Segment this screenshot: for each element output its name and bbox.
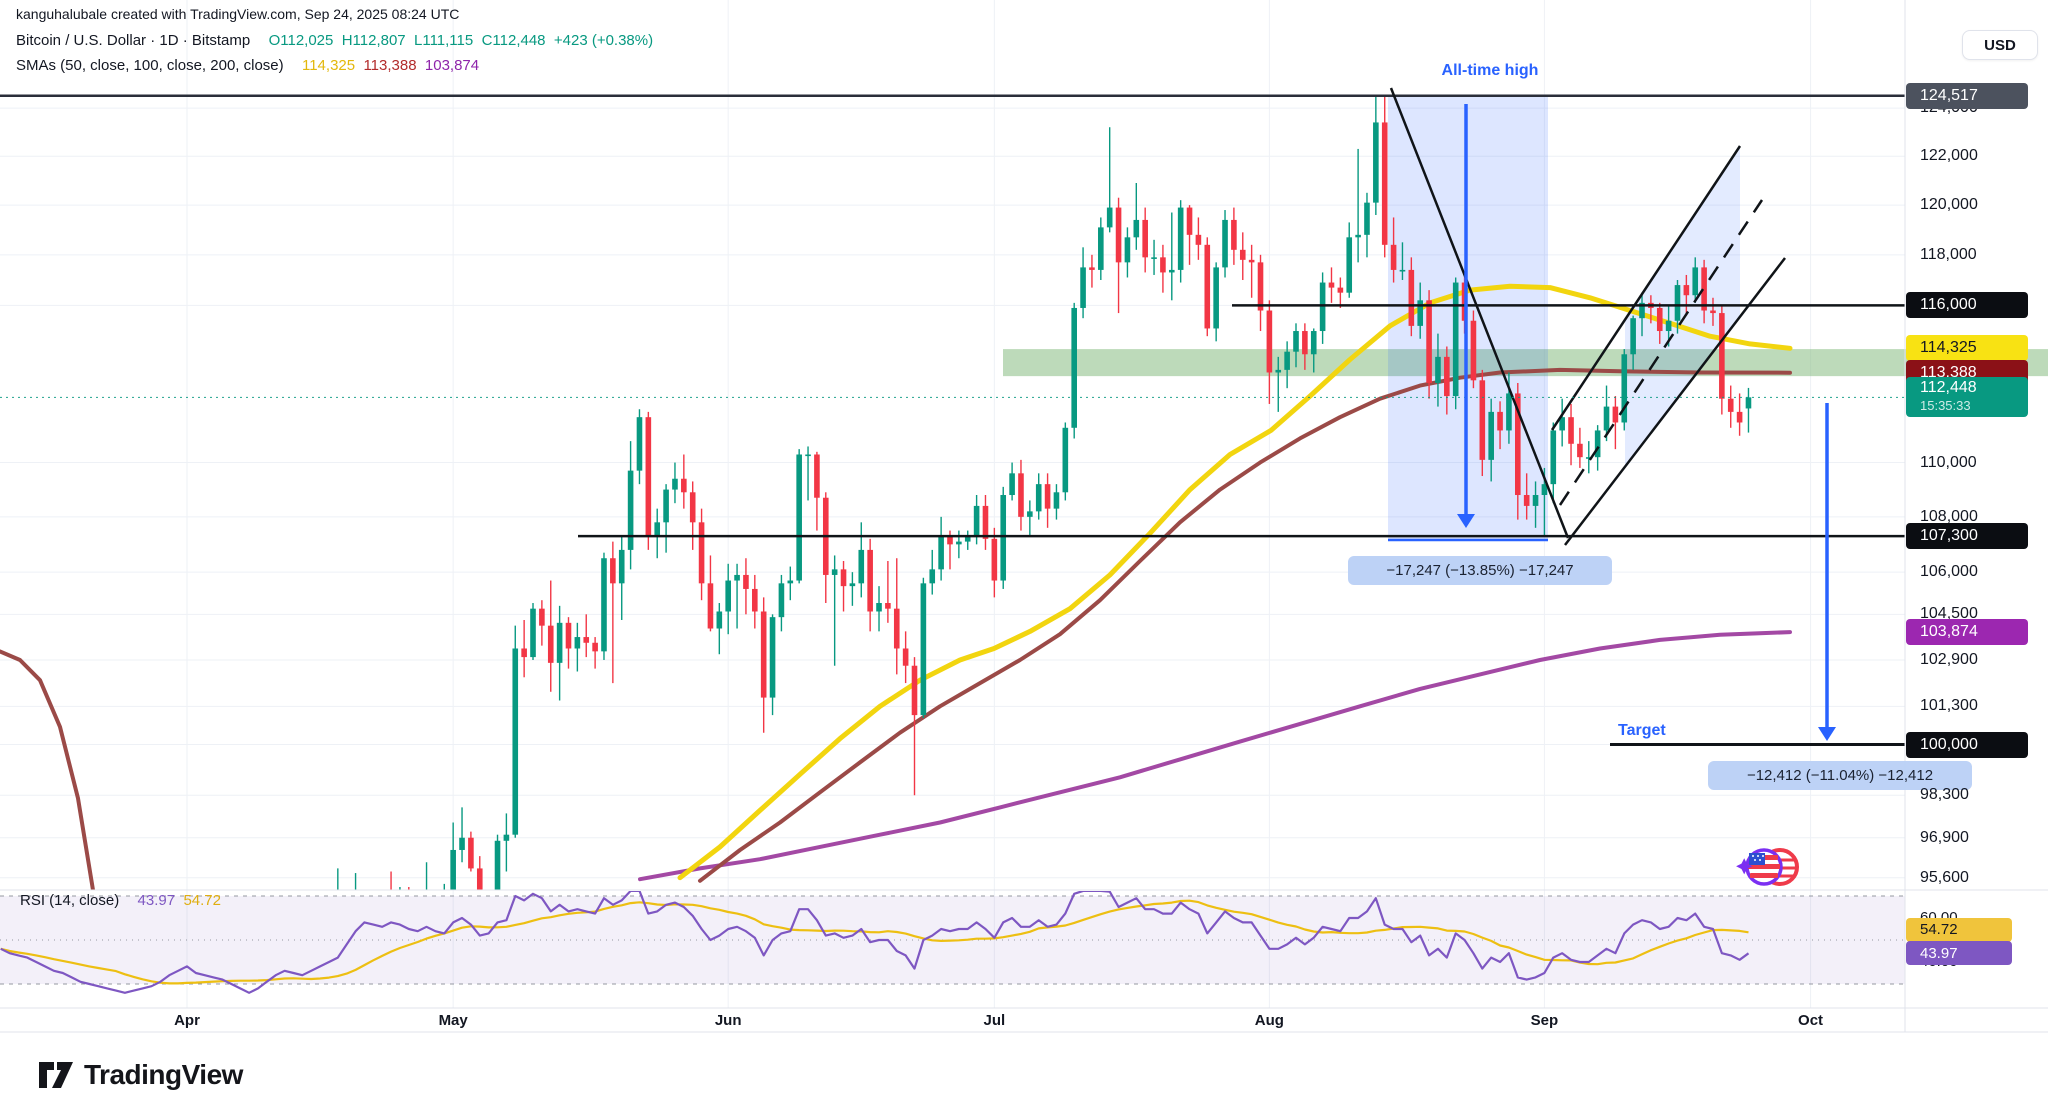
sma-legend[interactable]: SMAs (50, close, 100, close, 200, close)…: [16, 57, 479, 74]
all-time-high-label[interactable]: All-time high: [1441, 62, 1539, 79]
usa-flag-sticker-icon[interactable]: [1736, 842, 1800, 894]
currency-toggle-button[interactable]: USD: [1962, 30, 2038, 60]
time-axis-month-aug[interactable]: Aug: [1254, 1012, 1284, 1029]
price-axis-tick: 122,000: [1920, 147, 1978, 165]
sma200-value: 103,874: [424, 57, 480, 74]
price-badge-112448: 112,448 15:35:33: [1906, 377, 2028, 418]
price-axis-tick: 101,300: [1920, 697, 1978, 715]
time-axis-month-oct[interactable]: Oct: [1798, 1012, 1824, 1029]
badge-value: 116,000: [1920, 296, 1977, 314]
attribution-text: kanguhalubale created with TradingView.c…: [16, 6, 460, 22]
price-axis-tick: 106,000: [1920, 563, 1978, 581]
time-axis-month-apr[interactable]: Apr: [174, 1012, 200, 1029]
badge-value: 113,388: [1920, 363, 1977, 381]
symbol-legend[interactable]: Bitcoin / U.S. Dollar · 1D · Bitstamp O1…: [16, 32, 653, 49]
price-badge-107300: 107,300: [1906, 523, 2028, 550]
target-measure-label[interactable]: −12,412 (−11.04%) −12,412: [1708, 761, 1972, 790]
price-axis-tick: 96,900: [1920, 828, 1969, 846]
tradingview-logo-text: TradingView: [84, 1059, 243, 1090]
price-badge-124517: 124,517: [1906, 82, 2028, 109]
badge-value: 100,000: [1920, 735, 1978, 753]
symbol-title[interactable]: Bitcoin / U.S. Dollar · 1D · Bitstamp: [16, 32, 251, 49]
price-badge-116000: 116,000: [1906, 292, 2028, 319]
time-axis-month-may[interactable]: May: [438, 1012, 468, 1029]
sma100-value: 113,388: [363, 57, 417, 74]
price-axis-tick: 98,300: [1920, 786, 1969, 804]
badge-value: 112,448: [1920, 379, 1977, 397]
ohlc-high: H112,807: [341, 32, 406, 49]
badge-value: 103,874: [1920, 623, 1978, 641]
badge-value: 114,325: [1920, 339, 1977, 357]
badge-value: 124,517: [1920, 86, 1978, 104]
rsi-ma-value: 54.72: [183, 892, 221, 909]
ath-drawdown-measure-label[interactable]: −17,247 (−13.85%) −17,247: [1348, 556, 1612, 585]
rsi-badge-4397: 43.97: [1906, 941, 2012, 966]
price-axis-tick: 95,600: [1920, 868, 1969, 886]
target-label[interactable]: Target: [1618, 722, 1666, 739]
price-axis-tick: 102,900: [1920, 650, 1978, 668]
ohlc-low: L111,115: [414, 32, 474, 49]
price-badge-103874: 103,874: [1906, 619, 2028, 646]
rsi-badge-5472: 54.72: [1906, 917, 2012, 942]
tradingview-logo[interactable]: TradingView: [38, 1058, 243, 1092]
price-axis-tick: 110,000: [1920, 453, 1977, 471]
sma50-value: 114,325: [301, 57, 356, 74]
ohlc-close: C112,448: [481, 32, 546, 49]
ohlc-open: O112,025: [268, 32, 334, 49]
time-axis-month-jun[interactable]: Jun: [714, 1012, 742, 1029]
time-axis-month-sep[interactable]: Sep: [1530, 1012, 1559, 1029]
rsi-legend[interactable]: RSI (14, close) 43.97 54.72: [20, 892, 221, 909]
time-axis-month-jul[interactable]: Jul: [983, 1012, 1006, 1029]
price-axis-tick: 118,000: [1920, 245, 1977, 263]
tradingview-logo-icon: [39, 1062, 73, 1088]
countdown-timer: 15:35:33: [1920, 398, 1971, 414]
price-axis-tick: 104,500: [1920, 605, 1978, 623]
price-axis-tick: 120,000: [1920, 196, 1978, 214]
price-badge-114325: 114,325: [1906, 335, 2028, 362]
price-badge-100000: 100,000: [1906, 731, 2028, 758]
rsi-label: RSI (14, close): [20, 892, 120, 909]
rsi-value: 43.97: [137, 892, 176, 909]
sma-label: SMAs (50, close, 100, close, 200, close): [16, 57, 284, 74]
price-axis-tick: 108,000: [1920, 507, 1978, 525]
ohlc-change: +423 (+0.38%): [553, 32, 654, 49]
badge-value: 107,300: [1920, 527, 1978, 545]
